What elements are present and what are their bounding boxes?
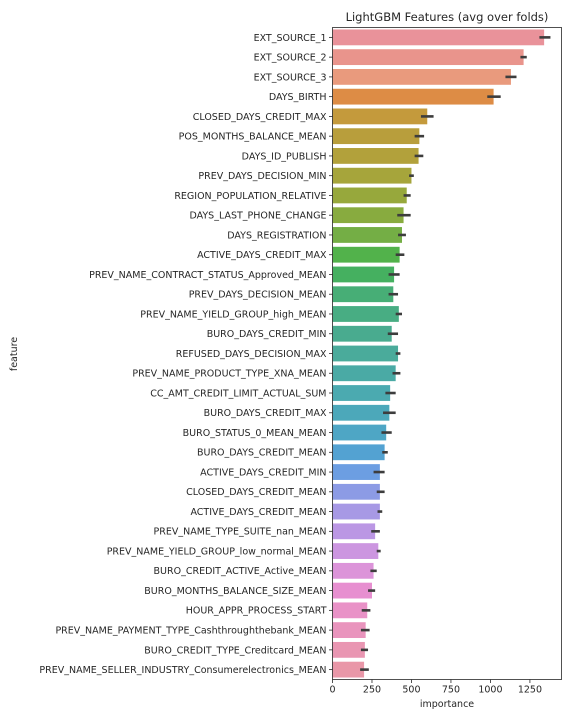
bar <box>332 266 395 283</box>
y-tick-labels: EXT_SOURCE_1 EXT_SOURCE_2 EXT_SOURCE_3 DAYS… <box>39 33 333 676</box>
y-tick-label: REGION_POPULATION_RELATIVE <box>174 191 326 202</box>
y-tick-label: PREV_NAME_YIELD_GROUP_low_normal_MEAN <box>107 546 327 557</box>
y-tick-label: BURO_CREDIT_ACTIVE_Active_MEAN <box>154 566 327 577</box>
bar <box>332 108 428 125</box>
bar <box>332 325 392 342</box>
y-tick-label: PREV_NAME_CONTRACT_STATUS_Approved_MEAN <box>89 270 326 281</box>
y-tick-label: CC_AMT_CREDIT_LIMIT_ACTUAL_SUM <box>150 388 326 399</box>
bar <box>332 385 391 401</box>
bar <box>332 187 407 204</box>
bar <box>332 622 366 639</box>
y-tick-label: BURO_DAYS_CREDIT_MEAN <box>197 448 327 459</box>
x-tick-label: 250 <box>363 685 381 696</box>
bars-layer <box>332 29 545 678</box>
y-tick-label: DAYS_LAST_PHONE_CHANGE <box>189 211 326 222</box>
bar <box>332 148 419 164</box>
y-tick-label: EXT_SOURCE_2 <box>254 53 327 64</box>
bar <box>332 523 376 540</box>
bar <box>332 365 396 382</box>
bar <box>332 543 379 559</box>
y-tick-label: BURO_MONTHS_BALANCE_SIZE_MEAN <box>144 586 326 597</box>
x-tick-label: 1250 <box>518 685 542 696</box>
bar <box>332 404 390 421</box>
y-tick-label: PREV_DAYS_DECISION_MEAN <box>189 290 327 301</box>
y-tick-label: PREV_NAME_SELLER_INDUSTRY_Consumerelectr… <box>39 665 326 676</box>
x-tick-label: 500 <box>402 685 420 696</box>
chart-title: LightGBM Features (avg over folds) <box>346 10 549 24</box>
y-tick-label: ACTIVE_DAYS_CREDIT_MAX <box>197 250 327 261</box>
y-tick-label: BURO_CREDIT_TYPE_Creditcard_MEAN <box>144 645 326 656</box>
bar <box>332 562 374 579</box>
x-axis-label: importance <box>420 699 474 710</box>
y-tick-label: EXT_SOURCE_3 <box>254 72 327 83</box>
bar <box>332 641 365 658</box>
y-tick-label: BURO_DAYS_CREDIT_MAX <box>204 408 327 419</box>
y-tick-label: HOUR_APPR_PROCESS_START <box>186 606 327 617</box>
bar <box>332 286 394 303</box>
y-tick-label: DAYS_ID_PUBLISH <box>242 151 327 162</box>
x-tick-label: 1000 <box>478 685 502 696</box>
bar <box>332 503 380 520</box>
bar <box>332 464 380 480</box>
bar <box>332 49 524 66</box>
y-tick-label: EXT_SOURCE_1 <box>254 33 327 44</box>
x-axis: 0 250 500 750 1000 1250 <box>329 679 542 696</box>
bar <box>332 207 404 224</box>
y-tick-label: CLOSED_DAYS_CREDIT_MAX <box>193 112 327 123</box>
bar <box>332 306 399 322</box>
error-bars-layer <box>360 36 551 671</box>
bar <box>332 246 400 263</box>
y-tick-label: CLOSED_DAYS_CREDIT_MEAN <box>186 487 326 498</box>
bar <box>332 68 511 85</box>
bar <box>332 602 368 619</box>
y-tick-label: PREV_NAME_PAYMENT_TYPE_Cashthroughtheban… <box>55 626 326 637</box>
bar <box>332 424 387 441</box>
y-axis-label: feature <box>9 337 20 371</box>
x-tick-label: 0 <box>329 685 335 696</box>
bar <box>332 582 372 599</box>
y-tick-label: BURO_STATUS_0_MEAN_MEAN <box>183 428 327 439</box>
bar <box>332 227 402 243</box>
y-tick-label: ACTIVE_DAYS_CREDIT_MEAN <box>190 507 326 518</box>
x-tick-label: 750 <box>442 685 460 696</box>
y-tick-label: POS_MONTHS_BALANCE_MEAN <box>179 132 327 143</box>
bar <box>332 167 412 184</box>
y-tick-label: PREV_NAME_PRODUCT_TYPE_XNA_MEAN <box>132 369 326 380</box>
y-tick-label: REFUSED_DAYS_DECISION_MAX <box>176 349 327 360</box>
bar <box>332 29 545 46</box>
bar <box>332 345 399 362</box>
y-tick-label: PREV_NAME_YIELD_GROUP_high_MEAN <box>140 309 326 320</box>
y-tick-label: DAYS_REGISTRATION <box>227 230 326 241</box>
y-tick-label: BURO_DAYS_CREDIT_MIN <box>207 329 327 340</box>
y-tick-label: ACTIVE_DAYS_CREDIT_MIN <box>200 467 326 478</box>
bar <box>332 128 420 145</box>
bar <box>332 483 380 500</box>
y-tick-label: PREV_DAYS_DECISION_MIN <box>198 171 326 182</box>
y-tick-label: PREV_NAME_TYPE_SUITE_nan_MEAN <box>154 527 327 538</box>
bar <box>332 661 365 678</box>
y-tick-label: DAYS_BIRTH <box>269 92 327 103</box>
bar <box>332 444 385 461</box>
bar <box>332 88 494 105</box>
plot-frame <box>332 27 562 680</box>
